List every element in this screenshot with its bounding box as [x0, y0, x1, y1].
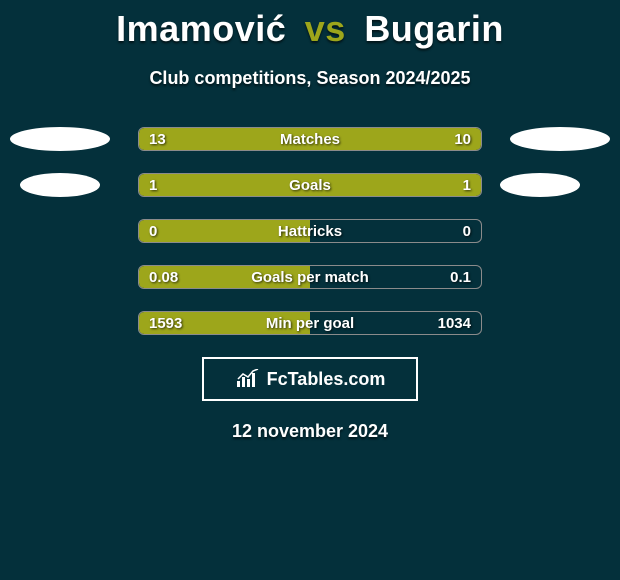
stat-label: Goals per match [139, 266, 481, 289]
stat-value-right: 1034 [438, 312, 471, 335]
stat-row: 13Matches10 [138, 127, 482, 151]
player2-name: Bugarin [364, 8, 504, 49]
country-ellipse [500, 173, 580, 197]
brand-badge: FcTables.com [202, 357, 418, 401]
subtitle: Club competitions, Season 2024/2025 [0, 68, 620, 89]
country-ellipse [510, 127, 610, 151]
stat-value-right: 1 [463, 174, 471, 197]
stat-row: 1593Min per goal1034 [138, 311, 482, 335]
chart-icon [235, 369, 261, 389]
stat-value-right: 10 [454, 128, 471, 151]
stat-label: Hattricks [139, 220, 481, 243]
stat-label: Matches [139, 128, 481, 151]
date-text: 12 november 2024 [0, 421, 620, 442]
country-ellipse [10, 127, 110, 151]
stat-value-right: 0 [463, 220, 471, 243]
stat-row: 1Goals1 [138, 173, 482, 197]
stat-value-right: 0.1 [450, 266, 471, 289]
stat-label: Min per goal [139, 312, 481, 335]
stat-row: 0.08Goals per match0.1 [138, 265, 482, 289]
comparison-title: Imamović vs Bugarin [0, 0, 620, 50]
stat-label: Goals [139, 174, 481, 197]
vs-text: vs [305, 8, 346, 49]
stat-row: 0Hattricks0 [138, 219, 482, 243]
brand-text: FcTables.com [267, 369, 386, 390]
stats-container: 13Matches101Goals10Hattricks00.08Goals p… [138, 127, 482, 335]
player1-name: Imamović [116, 8, 286, 49]
country-ellipse [20, 173, 100, 197]
